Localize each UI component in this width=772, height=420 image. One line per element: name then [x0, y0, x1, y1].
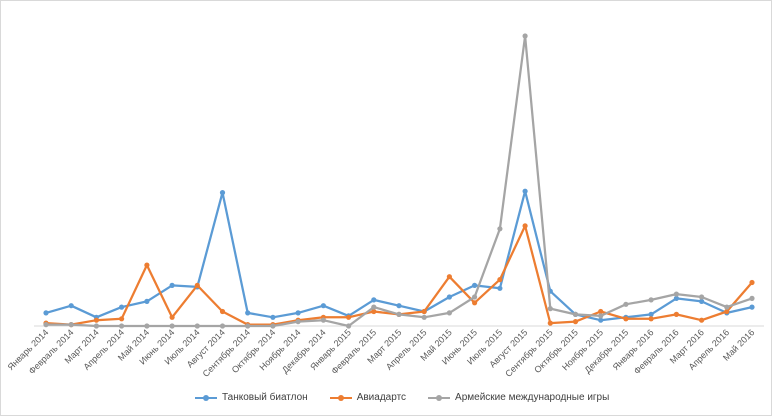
series-point-1: [93, 317, 99, 323]
series-point-2: [472, 294, 478, 300]
series-point-0: [497, 285, 503, 291]
series-point-0: [371, 297, 377, 303]
series-point-0: [598, 317, 604, 323]
series-point-1: [194, 282, 200, 288]
series-point-1: [421, 308, 427, 315]
series-point-2: [219, 323, 226, 329]
series-point-1: [673, 311, 680, 317]
series-point-1: [623, 316, 629, 322]
series-point-0: [472, 282, 478, 288]
series-point-1: [169, 314, 175, 320]
legend-label-army-games: Армейские международные игры: [455, 392, 610, 403]
series-point-0: [699, 298, 705, 304]
series-point-2: [572, 311, 579, 317]
series-point-1: [119, 316, 125, 322]
legend-label-tank-biathlon: Танковый биатлон: [222, 392, 308, 403]
series-point-0: [245, 310, 251, 316]
series-point-1: [522, 223, 528, 229]
series-point-0: [648, 311, 654, 317]
series-point-2: [346, 323, 352, 329]
series-point-2: [270, 323, 276, 329]
series-point-2: [623, 301, 629, 307]
series-point-2: [169, 323, 175, 329]
series-point-1: [472, 300, 478, 306]
series-point-0: [749, 304, 755, 310]
series-point-2: [320, 317, 326, 323]
series-point-1: [724, 308, 730, 315]
series-point-1: [371, 308, 377, 315]
series-point-2: [724, 304, 730, 310]
series-point-1: [346, 314, 352, 320]
series-point-0: [43, 310, 49, 316]
series-line-1: [44, 224, 754, 326]
series-point-2: [93, 323, 99, 329]
series-point-0: [68, 303, 74, 309]
series-point-2: [119, 323, 125, 329]
series-point-2: [371, 304, 377, 310]
series-point-2: [245, 323, 251, 329]
series-point-1: [699, 317, 705, 323]
series-point-2: [43, 322, 49, 328]
series-point-2: [673, 291, 680, 297]
series-point-0: [119, 304, 125, 310]
series-point-1: [547, 320, 553, 326]
legend-item-tank-biathlon: Танковый биатлон: [195, 392, 308, 403]
series-point-2: [421, 314, 427, 320]
series-point-2: [547, 306, 553, 312]
series-point-0: [320, 303, 326, 309]
series-point-0: [144, 298, 150, 304]
series-point-2: [749, 295, 755, 301]
legend-swatch-army-games: [428, 394, 451, 401]
series-point-1: [648, 316, 654, 322]
series-point-1: [497, 277, 503, 283]
series-point-2: [699, 294, 705, 300]
series-point-2: [648, 297, 654, 303]
legend-swatch-tank-biathlon: [195, 394, 217, 401]
series-point-1: [598, 308, 604, 315]
series-point-0: [522, 188, 528, 194]
series-point-2: [68, 322, 74, 328]
series-point-1: [572, 319, 579, 325]
series-point-0: [270, 314, 276, 320]
series-point-2: [295, 319, 301, 325]
series-line-2: [44, 34, 754, 328]
legend-swatch-aviadarts: [329, 394, 352, 401]
legend-item-army-games: Армейские международные игры: [428, 392, 609, 403]
series-point-0: [446, 294, 452, 300]
series-point-1: [749, 279, 755, 286]
series-point-2: [144, 323, 150, 329]
series-point-2: [446, 310, 452, 316]
legend: Танковый биатлон Авиадартс Армейские меж…: [195, 392, 609, 403]
series-point-2: [194, 323, 200, 329]
series-point-2: [396, 311, 402, 317]
series-point-1: [144, 262, 150, 268]
series-point-2: [598, 313, 604, 319]
series-point-0: [673, 295, 680, 301]
series-point-1: [446, 274, 452, 280]
series-point-2: [522, 33, 528, 39]
series-point-0: [396, 303, 402, 309]
series-point-0: [219, 190, 226, 196]
series-point-0: [295, 310, 301, 316]
series-point-2: [497, 226, 503, 232]
legend-label-aviadarts: Авиадартс: [356, 392, 407, 403]
series-point-1: [219, 308, 226, 315]
legend-item-aviadarts: Авиадартс: [329, 392, 407, 403]
series-point-0: [169, 282, 175, 288]
